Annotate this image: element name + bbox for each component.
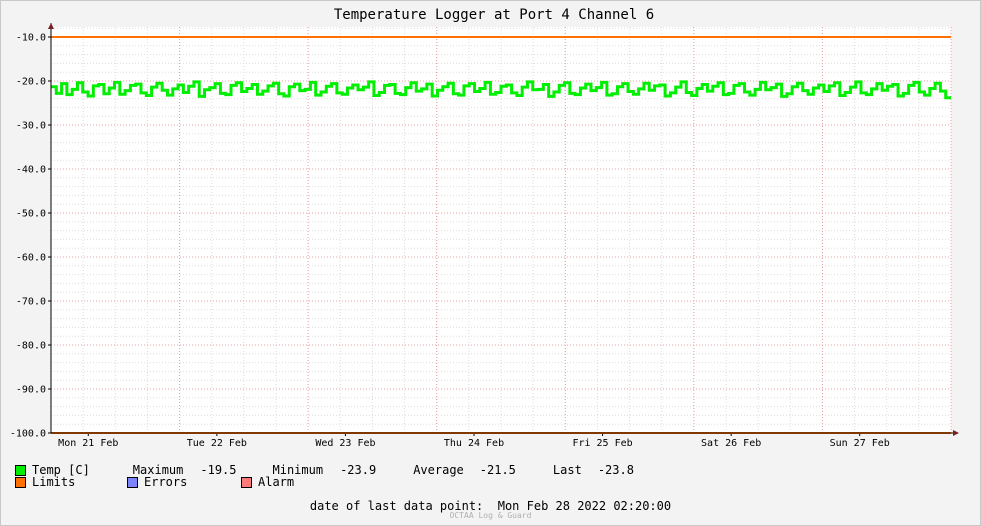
legend-row-temp: Temp [C] Maximum -19.5 Minimum -23.9 Ave… xyxy=(15,463,634,477)
legend-last-label: Last xyxy=(552,463,582,477)
legend-alarm-label: Alarm xyxy=(258,475,295,489)
legend-temp-label: Temp [C] xyxy=(32,463,90,477)
x-axis-arrow xyxy=(953,430,959,436)
last-data-point: date of last data point: Mon Feb 28 2022… xyxy=(0,499,981,513)
y-tick-label: -80.0 xyxy=(16,341,46,352)
y-tick-label: -60.0 xyxy=(16,253,46,264)
plot-area xyxy=(51,27,951,433)
x-tick-label: Tue 22 Feb xyxy=(187,438,247,449)
y-tick-label: -20.0 xyxy=(16,77,46,88)
y-tick-label: -40.0 xyxy=(16,165,46,176)
y-tick-label: -30.0 xyxy=(16,121,46,132)
x-tick-label: Mon 21 Feb xyxy=(58,438,118,449)
x-tick-label: Fri 25 Feb xyxy=(572,438,632,449)
y-tick-label: -90.0 xyxy=(16,385,46,396)
alarm-swatch xyxy=(241,476,252,488)
last-point-label: date of last data point: xyxy=(309,499,484,513)
y-tick-label: -10.0 xyxy=(16,33,46,44)
chart-title: Temperature Logger at Port 4 Channel 6 xyxy=(334,7,654,23)
x-tick-label: Sat 26 Feb xyxy=(701,438,761,449)
last-point-value: Mon Feb 28 2022 02:20:00 xyxy=(497,499,672,513)
temp-swatch xyxy=(15,464,26,476)
legend-row-limits: Limits Errors Alarm xyxy=(15,475,294,489)
temperature-chart: -10.0 -20.0 -30.0 -40.0 -50.0 -60.0 -70.0 -80.0… xyxy=(10,7,959,449)
y-tick-label: -70.0 xyxy=(16,297,46,308)
y-tick-label: -50.0 xyxy=(16,209,46,220)
x-tick-label: Thu 24 Feb xyxy=(444,438,504,449)
limits-swatch xyxy=(15,476,26,488)
legend-average-value: -21.5 xyxy=(479,463,516,477)
legend-minimum-label: Minimum xyxy=(272,463,324,477)
y-axis-arrow xyxy=(48,23,54,29)
x-tick-label: Sun 27 Feb xyxy=(830,438,890,449)
legend-maximum-value: -19.5 xyxy=(200,463,237,477)
legend-errors-label: Errors xyxy=(144,475,188,489)
x-tick-label: Wed 23 Feb xyxy=(315,438,375,449)
errors-swatch xyxy=(127,476,138,488)
credit-text: OCTAA Log & Guard xyxy=(449,511,532,520)
temp-series-line xyxy=(51,80,951,100)
legend-maximum-label: Maximum xyxy=(132,463,184,477)
legend-last-value: -23.8 xyxy=(597,463,634,477)
legend-limits-label: Limits xyxy=(32,475,76,489)
legend-average-label: Average xyxy=(413,463,464,477)
legend-minimum-value: -23.9 xyxy=(340,463,377,477)
y-tick-label: -100.0 xyxy=(10,429,46,440)
